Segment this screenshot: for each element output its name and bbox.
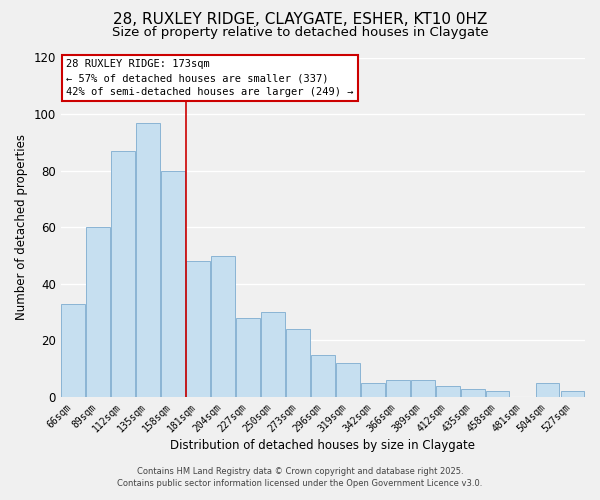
Bar xyxy=(86,228,110,397)
Bar xyxy=(236,318,260,397)
Bar xyxy=(536,383,559,397)
Bar xyxy=(261,312,285,397)
Bar xyxy=(436,386,460,397)
Text: Contains HM Land Registry data © Crown copyright and database right 2025.
Contai: Contains HM Land Registry data © Crown c… xyxy=(118,466,482,487)
Y-axis label: Number of detached properties: Number of detached properties xyxy=(15,134,28,320)
Bar xyxy=(211,256,235,397)
Bar xyxy=(560,392,584,397)
Bar xyxy=(311,354,335,397)
Bar xyxy=(136,122,160,397)
Text: 28, RUXLEY RIDGE, CLAYGATE, ESHER, KT10 0HZ: 28, RUXLEY RIDGE, CLAYGATE, ESHER, KT10 … xyxy=(113,12,487,28)
Text: Size of property relative to detached houses in Claygate: Size of property relative to detached ho… xyxy=(112,26,488,39)
Bar xyxy=(286,329,310,397)
Bar xyxy=(186,262,210,397)
X-axis label: Distribution of detached houses by size in Claygate: Distribution of detached houses by size … xyxy=(170,440,475,452)
Bar xyxy=(386,380,410,397)
Bar xyxy=(486,392,509,397)
Bar xyxy=(161,170,185,397)
Bar xyxy=(336,363,360,397)
Bar xyxy=(361,383,385,397)
Bar xyxy=(411,380,434,397)
Bar xyxy=(61,304,85,397)
Bar xyxy=(461,388,485,397)
Text: 28 RUXLEY RIDGE: 173sqm
← 57% of detached houses are smaller (337)
42% of semi-d: 28 RUXLEY RIDGE: 173sqm ← 57% of detache… xyxy=(66,59,353,97)
Bar xyxy=(112,151,135,397)
